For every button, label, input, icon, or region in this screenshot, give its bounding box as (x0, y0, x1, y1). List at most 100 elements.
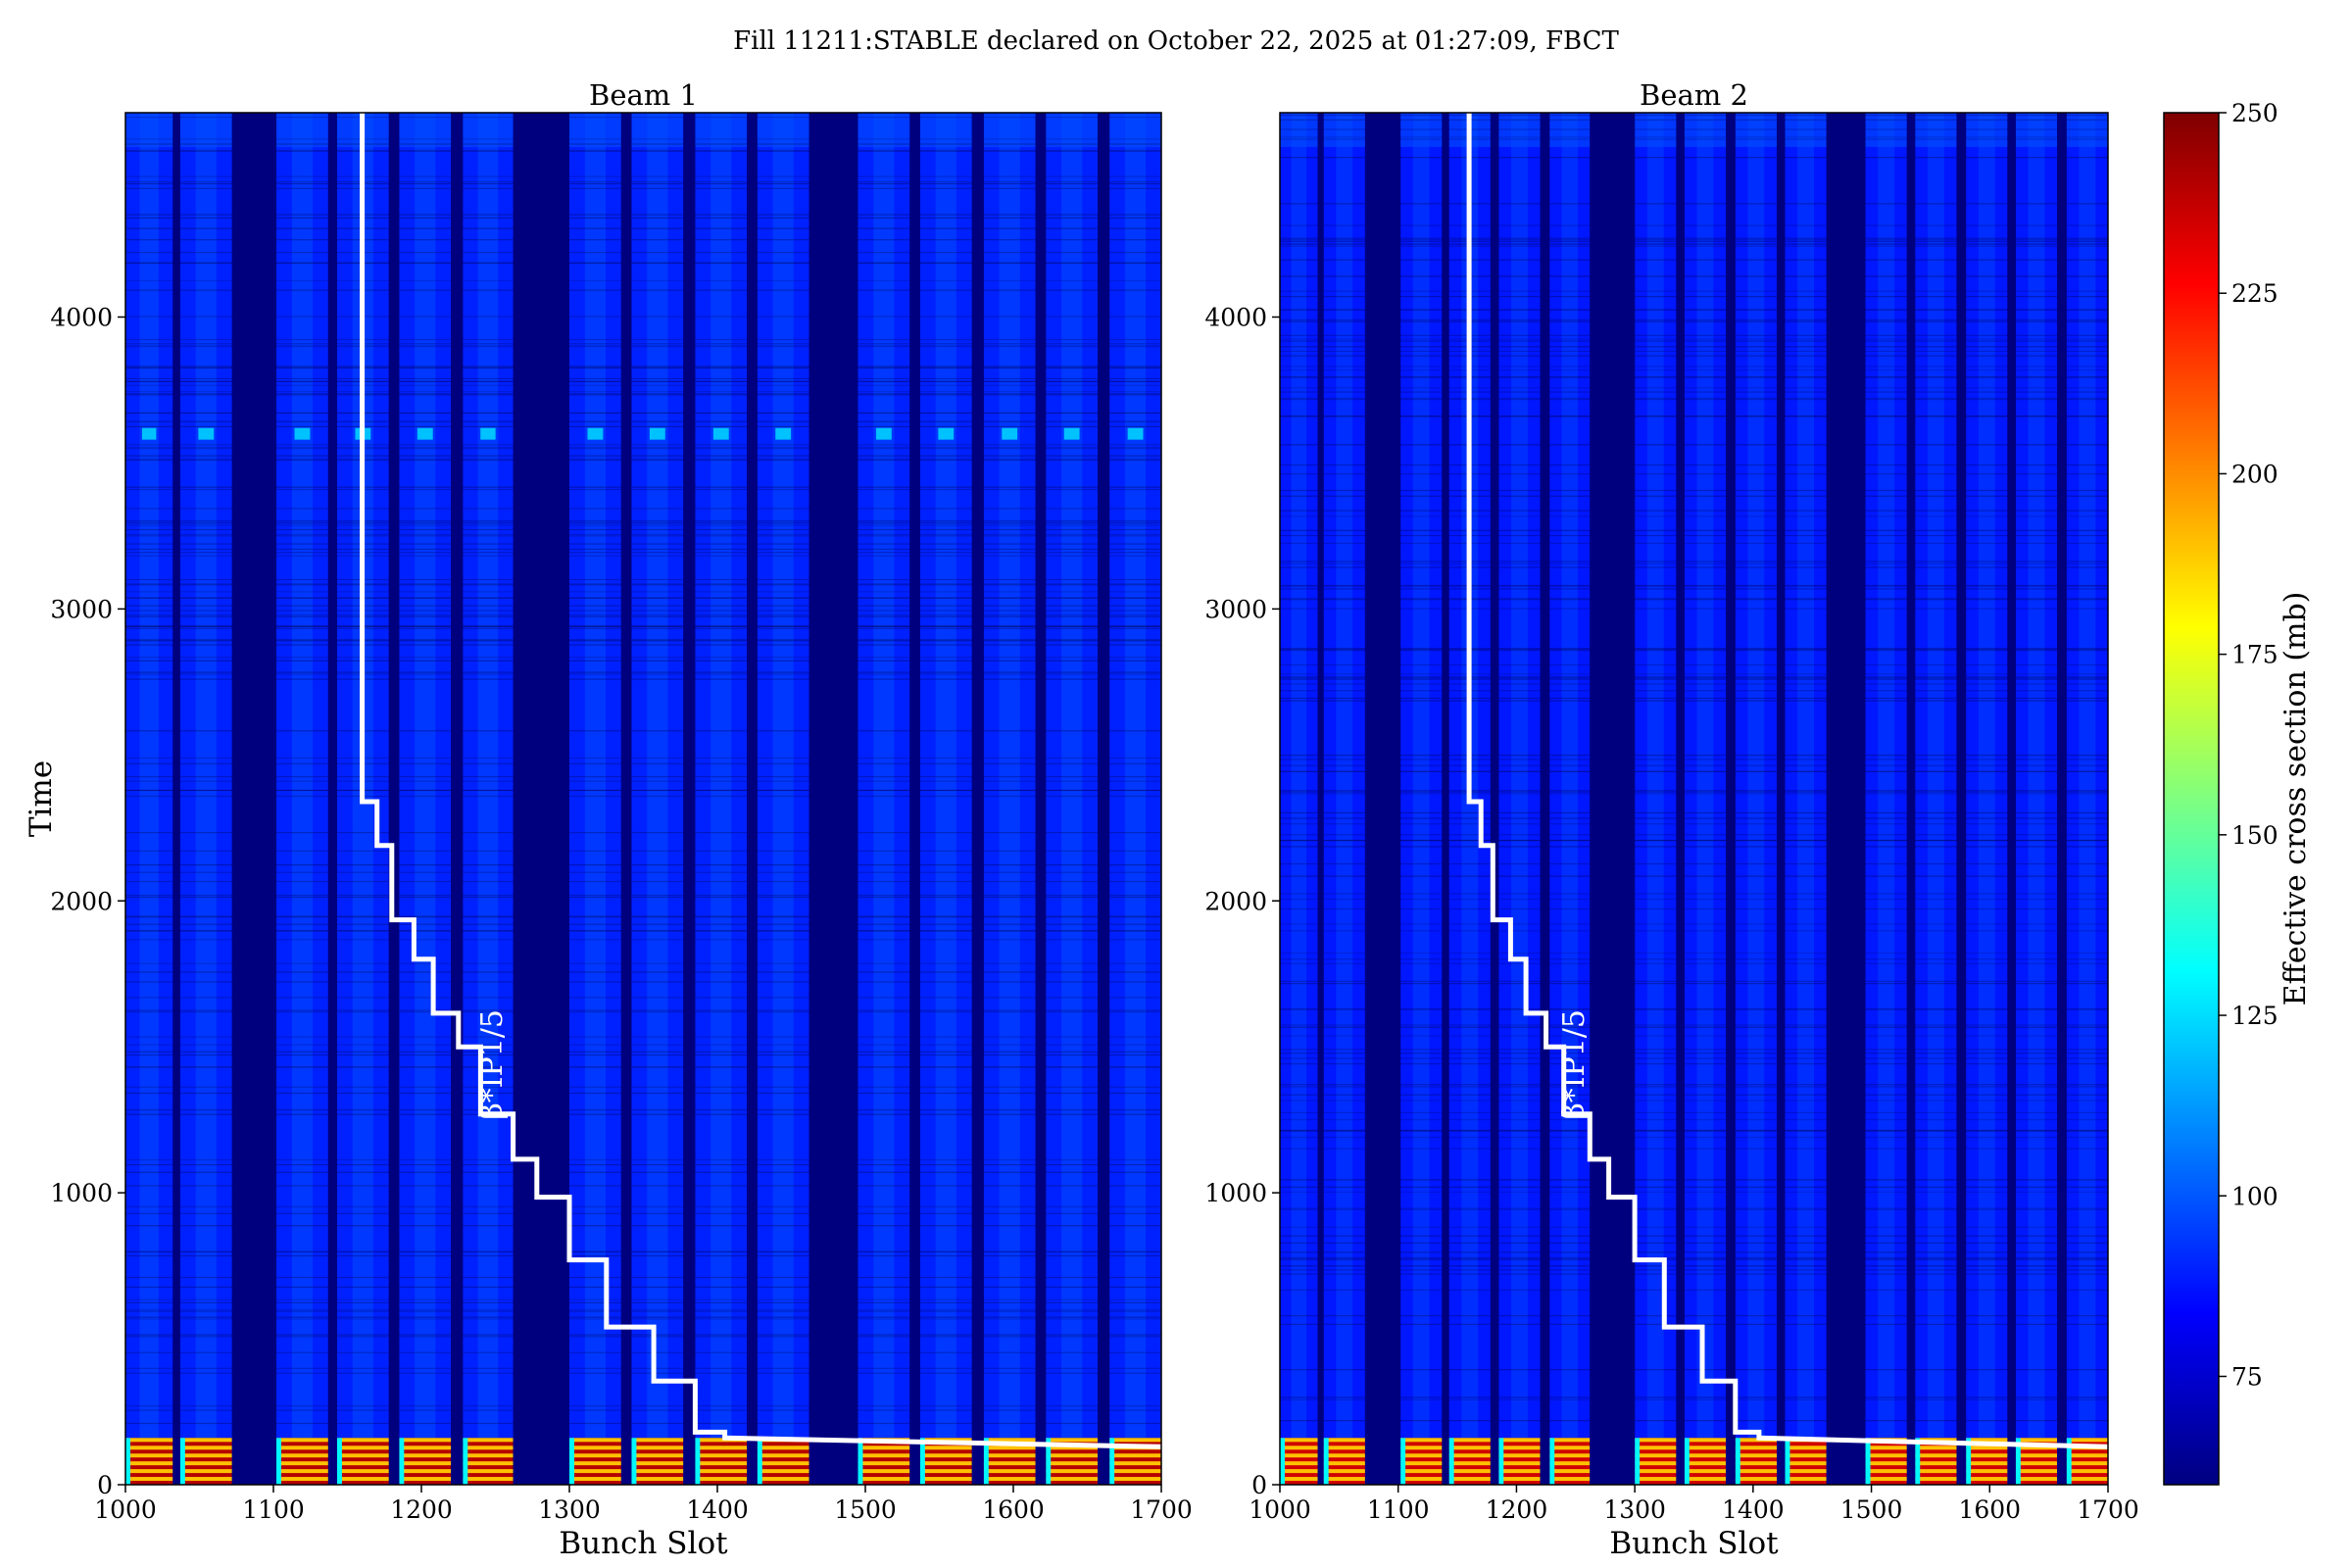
noise-line (125, 1422, 1161, 1425)
bunch-train-early-stripe (179, 1477, 232, 1482)
colorbar-tick-label: 75 (2231, 1362, 2263, 1391)
noise-line (1280, 1136, 2108, 1139)
noise-line (1280, 962, 2108, 964)
noise-line (1280, 1186, 2108, 1188)
empty-slot (1676, 113, 1685, 1485)
noise-line (1280, 1008, 2108, 1010)
bunch-train-early-stripe (1046, 1461, 1099, 1466)
noise-line (125, 671, 1161, 673)
noise-line (1280, 839, 2108, 842)
noise-line (1280, 1269, 2108, 1271)
noise-line (1280, 444, 2108, 446)
noise-line (125, 227, 1161, 229)
colorbar-tick-label: 100 (2231, 1182, 2278, 1210)
noise-line (1280, 1251, 2108, 1253)
noise-line (125, 488, 1161, 491)
noise-line (125, 615, 1161, 617)
bunch-train (1109, 113, 1161, 1485)
bunch-train-early-edge (1635, 1438, 1641, 1485)
empty-slot (1777, 113, 1786, 1485)
noise-line (1280, 1242, 2108, 1244)
noise-line (125, 187, 1161, 189)
colorbar-tick-label: 225 (2231, 279, 2278, 308)
noise-line (1280, 1100, 2108, 1102)
bunch-train-bright-band (480, 427, 496, 440)
heatmap-plot-area: β*IP1/5 (125, 113, 1161, 1485)
bunch-train-early-stripe (399, 1477, 452, 1482)
bunch-train-bright-band (875, 427, 892, 440)
bunch-train-early-stripe (1966, 1438, 2008, 1443)
bunch-train-top-fringe (1966, 113, 2008, 147)
bunch-train-center (873, 113, 895, 1485)
bunch-train-center (1878, 113, 1895, 1485)
noise-line (125, 149, 1161, 152)
bunch-train (179, 113, 232, 1485)
noise-line (125, 1308, 1161, 1311)
bunch-train-center (1696, 113, 1714, 1485)
empty-slot (513, 113, 569, 1485)
bunch-train-early-stripe (983, 1461, 1036, 1466)
noise-line (1280, 1130, 2108, 1132)
noise-line (125, 644, 1161, 646)
empty-slot (1317, 113, 1324, 1485)
noise-line (1280, 1086, 2108, 1088)
bunch-train-early-stripe (695, 1461, 748, 1466)
bunch-train-center (1561, 113, 1578, 1485)
noise-line (125, 1066, 1161, 1068)
bunch-train-bright-band (141, 427, 157, 440)
noise-line (1280, 355, 2108, 357)
bunch-train-early-stripe (1448, 1446, 1491, 1450)
panel-title: Beam 2 (1640, 78, 1748, 112)
bunch-train-early-stripe (1966, 1453, 2008, 1458)
bunch-train-early-stripe (2015, 1438, 2058, 1443)
bunch-train-top-fringe (179, 113, 232, 147)
bunch-train (1865, 113, 1907, 1485)
bunch-train-center (477, 113, 499, 1485)
noise-line (1280, 770, 2108, 772)
y-tick-label: 4000 (1204, 304, 1267, 332)
bunch-train-early-stripe (1966, 1477, 2008, 1482)
noise-line (1280, 376, 2108, 378)
bunch-train-top-fringe (1735, 113, 1777, 147)
noise-line (125, 625, 1161, 627)
bunch-train-center (1061, 113, 1083, 1485)
noise-line (1280, 566, 2108, 568)
bunch-train-top-fringe (276, 113, 328, 147)
bunch-train-early-stripe (757, 1461, 809, 1466)
noise-line (1280, 1226, 2108, 1228)
noise-line (1280, 1118, 2108, 1121)
bunch-train (757, 113, 809, 1485)
bunch-train-early-stripe (1323, 1477, 1365, 1482)
bunch-train-early-edge (1448, 1438, 1454, 1485)
noise-line (125, 1163, 1161, 1166)
empty-slot (451, 113, 464, 1485)
bunch-train-early-stripe (336, 1453, 389, 1458)
noise-line (125, 380, 1161, 382)
noise-line (125, 1316, 1161, 1318)
bunch-train-early-stripe (858, 1461, 910, 1466)
bunch-train-early-edge (1915, 1438, 1921, 1485)
bunch-train-early-stripe (919, 1453, 972, 1458)
noise-line (1280, 243, 2108, 245)
noise-line (125, 624, 1161, 627)
bunch-train-early-edge (858, 1438, 863, 1485)
noise-line (1280, 1265, 2108, 1267)
colorbar-tick-label: 250 (2231, 99, 2278, 127)
noise-line (125, 1404, 1161, 1407)
noise-line (125, 831, 1161, 834)
bunch-train-early-edge (1280, 1438, 1285, 1485)
empty-slot (2007, 113, 2016, 1485)
bunch-train-early-stripe (336, 1446, 389, 1450)
noise-line (125, 143, 1161, 145)
bunch-train-early-stripe (1400, 1461, 1443, 1466)
bunch-train-early-stripe (2066, 1477, 2108, 1482)
noise-line (125, 555, 1161, 557)
noise-line (1280, 588, 2108, 590)
noise-line (1280, 1111, 2108, 1113)
noise-line (1280, 240, 2108, 243)
noise-line (1280, 295, 2108, 298)
bunch-train-early-edge (2066, 1438, 2072, 1485)
bunch-train-center (1646, 113, 1664, 1485)
bunch-train (631, 113, 684, 1485)
noise-line (125, 262, 1161, 264)
